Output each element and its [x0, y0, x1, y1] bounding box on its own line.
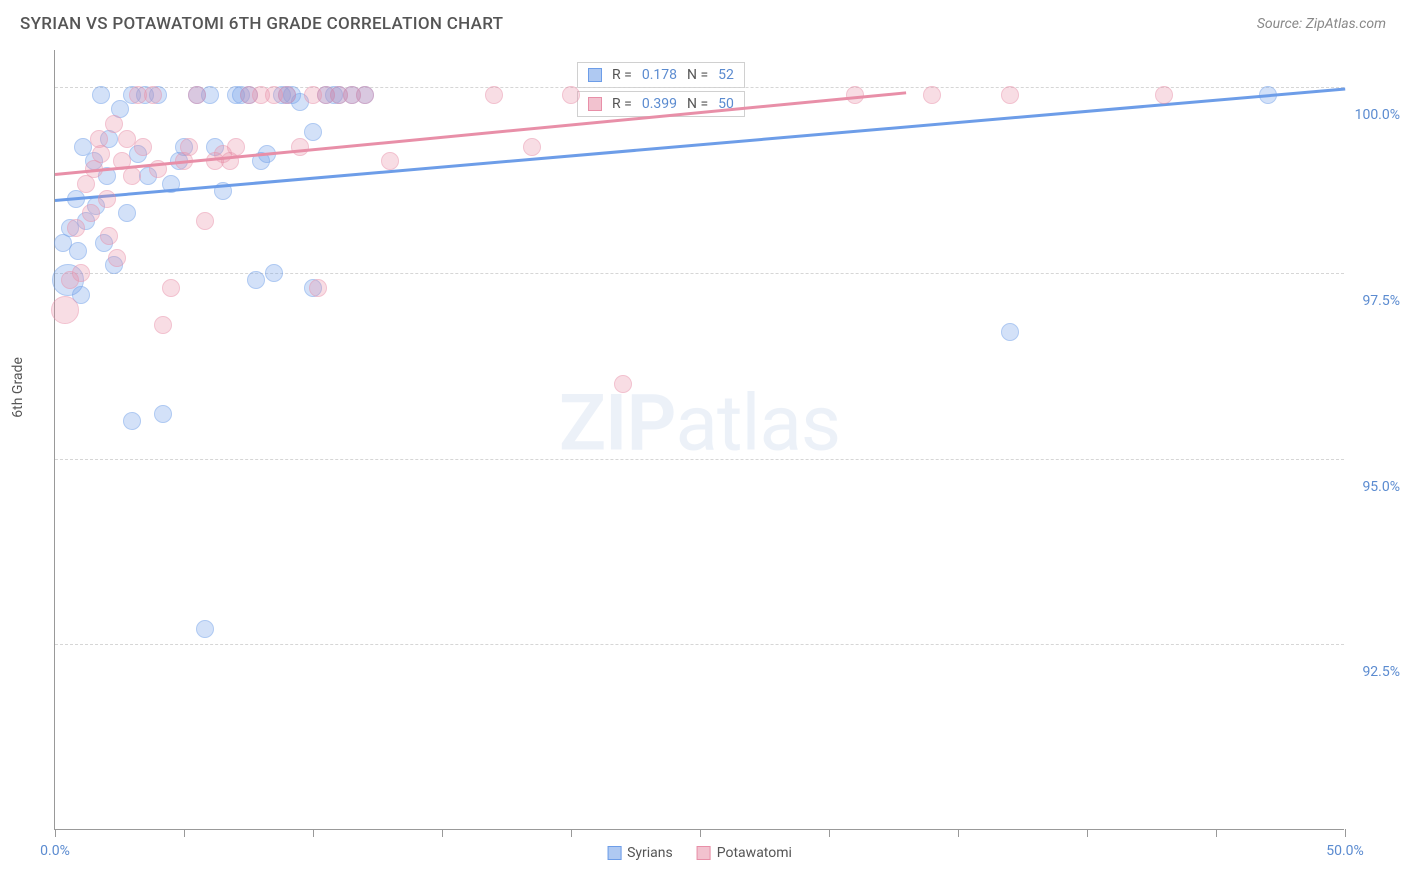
scatter-point-potawatomi — [562, 86, 580, 104]
stat-r-label: R = — [612, 96, 632, 112]
legend-label-syrians: Syrians — [627, 845, 673, 861]
scatter-point-potawatomi — [129, 86, 147, 104]
x-tick — [1216, 829, 1217, 837]
scatter-point-syrians — [304, 123, 322, 141]
swatch-potawatomi — [588, 97, 602, 111]
x-tick — [571, 829, 572, 837]
scatter-point-potawatomi — [123, 167, 141, 185]
stat-r-syrians: 0.178 — [642, 67, 677, 83]
gridline — [55, 644, 1344, 645]
scatter-point-potawatomi — [118, 130, 136, 148]
scatter-point-potawatomi — [1155, 86, 1173, 104]
x-tick — [1087, 829, 1088, 837]
scatter-point-syrians — [92, 86, 110, 104]
legend-swatch-syrians — [607, 846, 621, 860]
x-tick — [829, 829, 830, 837]
scatter-point-potawatomi — [90, 130, 108, 148]
scatter-point-syrians — [1001, 323, 1019, 341]
chart-header: SYRIAN VS POTAWATOMI 6TH GRADE CORRELATI… — [0, 0, 1406, 42]
scatter-point-potawatomi — [356, 86, 374, 104]
scatter-point-potawatomi — [923, 86, 941, 104]
watermark: ZIPatlas — [559, 378, 840, 469]
x-tick — [700, 829, 701, 837]
scatter-point-potawatomi — [162, 279, 180, 297]
legend-item-potawatomi: Potawatomi — [697, 845, 792, 861]
scatter-point-potawatomi — [196, 212, 214, 230]
scatter-point-potawatomi — [105, 115, 123, 133]
stat-box-potawatomi: R = 0.399 N = 50 — [577, 91, 745, 117]
scatter-point-syrians — [118, 204, 136, 222]
stat-n-label: N = — [687, 67, 708, 83]
scatter-point-syrians — [123, 412, 141, 430]
legend-swatch-potawatomi — [697, 846, 711, 860]
scatter-point-potawatomi — [309, 279, 327, 297]
gridline — [55, 459, 1344, 460]
legend-item-syrians: Syrians — [607, 845, 673, 861]
scatter-point-potawatomi — [108, 249, 126, 267]
scatter-point-potawatomi — [381, 152, 399, 170]
scatter-point-potawatomi — [134, 138, 152, 156]
chart-title: SYRIAN VS POTAWATOMI 6TH GRADE CORRELATI… — [20, 14, 503, 34]
scatter-point-syrians — [265, 264, 283, 282]
chart-plot-area: ZIPatlas R = 0.178 N = 52 R = 0.399 N = … — [54, 50, 1344, 830]
scatter-point-potawatomi — [485, 86, 503, 104]
x-tick-label: 50.0% — [1326, 843, 1364, 859]
chart-source: Source: ZipAtlas.com — [1257, 16, 1386, 32]
legend-label-potawatomi: Potawatomi — [717, 845, 792, 861]
scatter-point-potawatomi — [523, 138, 541, 156]
scatter-point-potawatomi — [144, 86, 162, 104]
y-tick-label: 95.0% — [1362, 479, 1400, 495]
scatter-point-potawatomi — [278, 86, 296, 104]
y-tick-label: 100.0% — [1355, 107, 1400, 123]
scatter-point-potawatomi — [98, 190, 116, 208]
stat-box-syrians: R = 0.178 N = 52 — [577, 62, 745, 88]
y-tick-label: 97.5% — [1362, 293, 1400, 309]
x-tick — [1345, 829, 1346, 837]
scatter-point-syrians — [154, 405, 172, 423]
scatter-point-potawatomi — [82, 204, 100, 222]
scatter-point-potawatomi — [61, 271, 79, 289]
stat-r-label: R = — [612, 67, 632, 83]
swatch-syrians — [588, 68, 602, 82]
scatter-point-potawatomi — [100, 227, 118, 245]
scatter-point-potawatomi — [67, 219, 85, 237]
chart-legend: Syrians Potawatomi — [607, 845, 792, 861]
scatter-point-potawatomi — [1001, 86, 1019, 104]
stat-n-syrians: 52 — [718, 67, 734, 83]
watermark-atlas: atlas — [676, 378, 841, 469]
x-tick — [958, 829, 959, 837]
scatter-point-potawatomi — [51, 296, 79, 324]
scatter-point-syrians — [247, 271, 265, 289]
x-tick — [55, 829, 56, 837]
scatter-point-potawatomi — [154, 316, 172, 334]
scatter-point-potawatomi — [180, 138, 198, 156]
scatter-point-syrians — [69, 242, 87, 260]
stat-r-potawatomi: 0.399 — [642, 96, 677, 112]
x-tick — [184, 829, 185, 837]
y-tick-label: 92.5% — [1362, 664, 1400, 680]
x-tick — [442, 829, 443, 837]
scatter-point-potawatomi — [188, 86, 206, 104]
scatter-point-potawatomi — [614, 375, 632, 393]
stat-n-label: N = — [687, 96, 708, 112]
x-tick — [313, 829, 314, 837]
scatter-point-syrians — [196, 620, 214, 638]
y-axis-label: 6th Grade — [10, 357, 26, 418]
x-tick-label: 0.0% — [40, 843, 70, 859]
